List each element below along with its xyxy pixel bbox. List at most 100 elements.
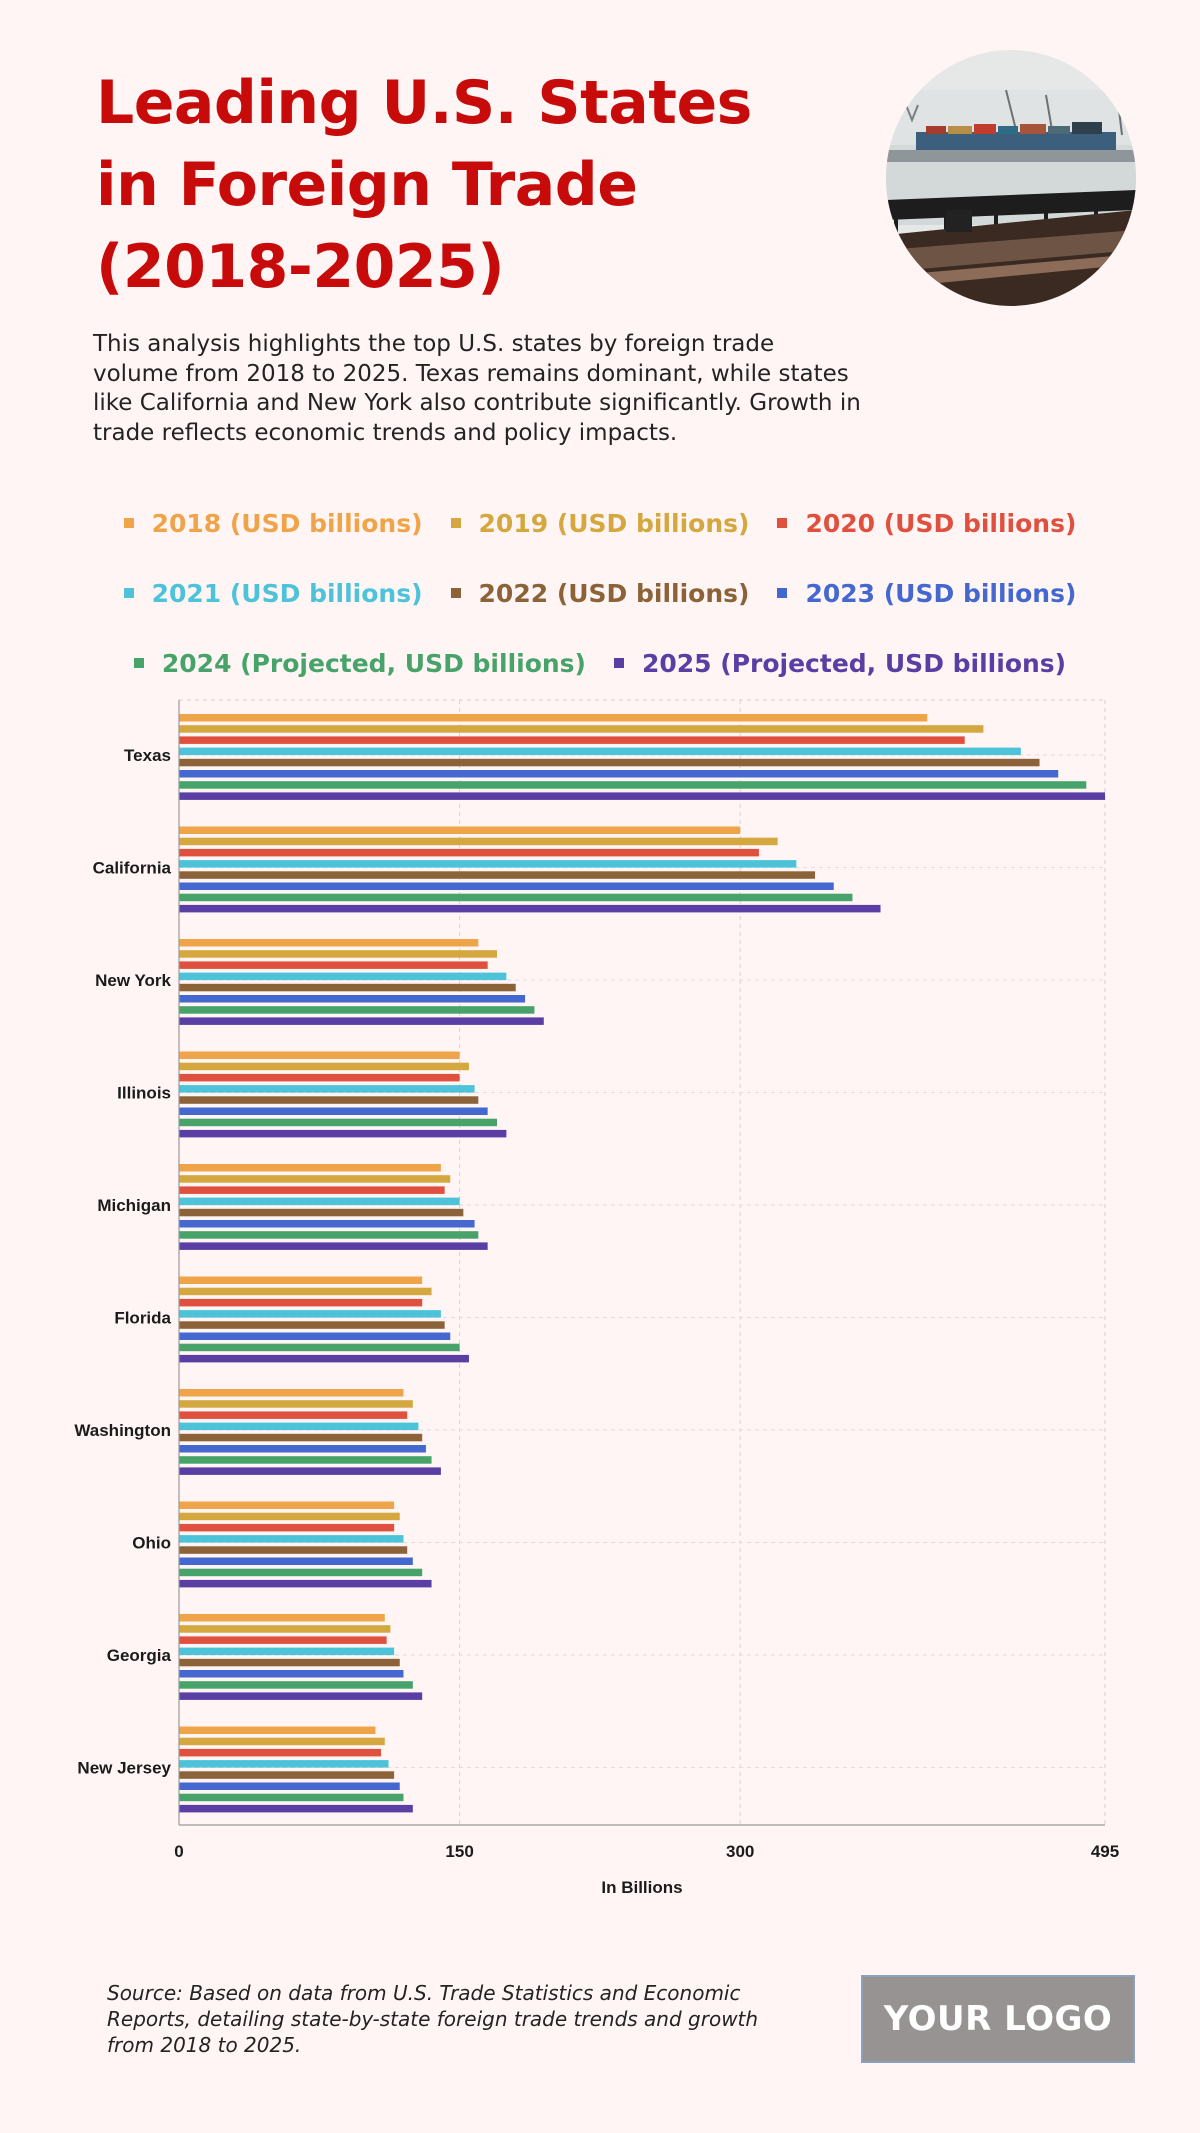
bar[interactable] (179, 1231, 479, 1239)
bar[interactable] (179, 1389, 404, 1397)
bar[interactable] (179, 1107, 488, 1116)
bar[interactable] (179, 1298, 423, 1307)
bar[interactable] (179, 1625, 391, 1633)
legend-item[interactable]: 2019 (USD billions) (445, 503, 756, 543)
bar[interactable] (179, 950, 498, 958)
bar[interactable] (179, 837, 778, 846)
bar[interactable] (179, 1073, 460, 1082)
bar[interactable] (179, 1400, 413, 1408)
bar[interactable] (179, 871, 816, 879)
bar[interactable] (179, 1220, 475, 1228)
bar[interactable] (179, 1051, 460, 1060)
bar[interactable] (179, 1535, 404, 1543)
bar[interactable] (179, 1354, 469, 1363)
bar[interactable] (179, 860, 797, 868)
legend-swatch (614, 658, 624, 668)
bar[interactable] (179, 792, 1105, 800)
bar[interactable] (179, 1310, 441, 1318)
bar[interactable] (179, 1804, 413, 1813)
bar[interactable] (179, 736, 965, 744)
chart-legend: 2018 (USD billions) 2019 (USD billions) 20… (80, 503, 1120, 683)
bar[interactable] (179, 725, 984, 733)
category-label: California (93, 859, 172, 878)
bar[interactable] (179, 826, 741, 835)
bar[interactable] (179, 1242, 488, 1250)
category-label: Florida (114, 1309, 171, 1328)
bar[interactable] (179, 1197, 460, 1206)
bar[interactable] (179, 893, 853, 902)
bar[interactable] (179, 1411, 408, 1419)
bar[interactable] (179, 1512, 400, 1521)
bar[interactable] (179, 1175, 451, 1183)
bar[interactable] (179, 1692, 423, 1700)
x-tick-label: 150 (445, 1842, 473, 1861)
bar[interactable] (179, 1321, 445, 1329)
bar[interactable] (179, 1422, 419, 1431)
bar[interactable] (179, 1579, 432, 1588)
bar[interactable] (179, 1186, 445, 1194)
bar[interactable] (179, 770, 1059, 778)
bar[interactable] (179, 1614, 385, 1622)
bar[interactable] (179, 1287, 432, 1296)
bar[interactable] (179, 1568, 423, 1577)
legend-item[interactable]: 2025 (Projected, USD billions) (608, 643, 1072, 683)
bar[interactable] (179, 714, 928, 722)
bar[interactable] (179, 1647, 395, 1656)
bar[interactable] (179, 1501, 395, 1510)
bar[interactable] (179, 1681, 413, 1689)
legend-item[interactable]: 2023 (USD billions) (771, 573, 1082, 613)
bar[interactable] (179, 1726, 376, 1735)
bar[interactable] (179, 1523, 395, 1532)
bar[interactable] (179, 747, 1021, 756)
bar[interactable] (179, 972, 507, 981)
bar[interactable] (179, 961, 488, 969)
bar[interactable] (179, 1670, 404, 1678)
bar[interactable] (179, 1006, 535, 1014)
bar[interactable] (179, 1546, 408, 1554)
bar[interactable] (179, 1276, 423, 1285)
page-title: Leading U.S. States in Foreign Trade (20… (96, 68, 752, 302)
legend-swatch (450, 518, 461, 528)
bar[interactable] (179, 1017, 544, 1025)
bar[interactable] (179, 1208, 464, 1217)
bar[interactable] (179, 882, 834, 891)
bar[interactable] (179, 1748, 382, 1757)
bar[interactable] (179, 1085, 475, 1093)
bar[interactable] (179, 1118, 498, 1127)
legend-item[interactable]: 2024 (Projected, USD billions) (128, 643, 592, 683)
bar[interactable] (179, 758, 1040, 767)
legend-item[interactable]: 2020 (USD billions) (771, 503, 1082, 543)
bar[interactable] (179, 1782, 400, 1791)
bar[interactable] (179, 1793, 404, 1802)
bar[interactable] (179, 1737, 385, 1746)
bar[interactable] (179, 1164, 441, 1172)
bar[interactable] (179, 1467, 441, 1475)
category-label: Washington (74, 1421, 171, 1440)
bar[interactable] (179, 995, 526, 1003)
legend-swatch (777, 588, 788, 598)
bar[interactable] (179, 1456, 432, 1464)
bar[interactable] (179, 1557, 413, 1566)
bar[interactable] (179, 1433, 423, 1442)
bar[interactable] (179, 781, 1087, 789)
bar[interactable] (179, 1096, 479, 1104)
bar[interactable] (179, 1771, 395, 1779)
bar[interactable] (179, 1445, 426, 1453)
bar[interactable] (179, 848, 759, 857)
legend-item[interactable]: 2018 (USD billions) (118, 503, 429, 543)
bar[interactable] (179, 1129, 507, 1138)
category-label: New York (95, 971, 171, 990)
legend-label: 2025 (Projected, USD billions) (642, 648, 1067, 678)
bar[interactable] (179, 1760, 389, 1768)
legend-item[interactable]: 2021 (USD billions) (118, 573, 429, 613)
bar[interactable] (179, 1636, 387, 1644)
bar[interactable] (179, 1343, 460, 1352)
bar[interactable] (179, 939, 479, 947)
bar[interactable] (179, 983, 516, 992)
bar[interactable] (179, 1658, 400, 1667)
legend-item[interactable]: 2022 (USD billions) (445, 573, 756, 613)
bar[interactable] (179, 904, 881, 913)
bar[interactable] (179, 1332, 451, 1341)
bar[interactable] (179, 1062, 469, 1071)
